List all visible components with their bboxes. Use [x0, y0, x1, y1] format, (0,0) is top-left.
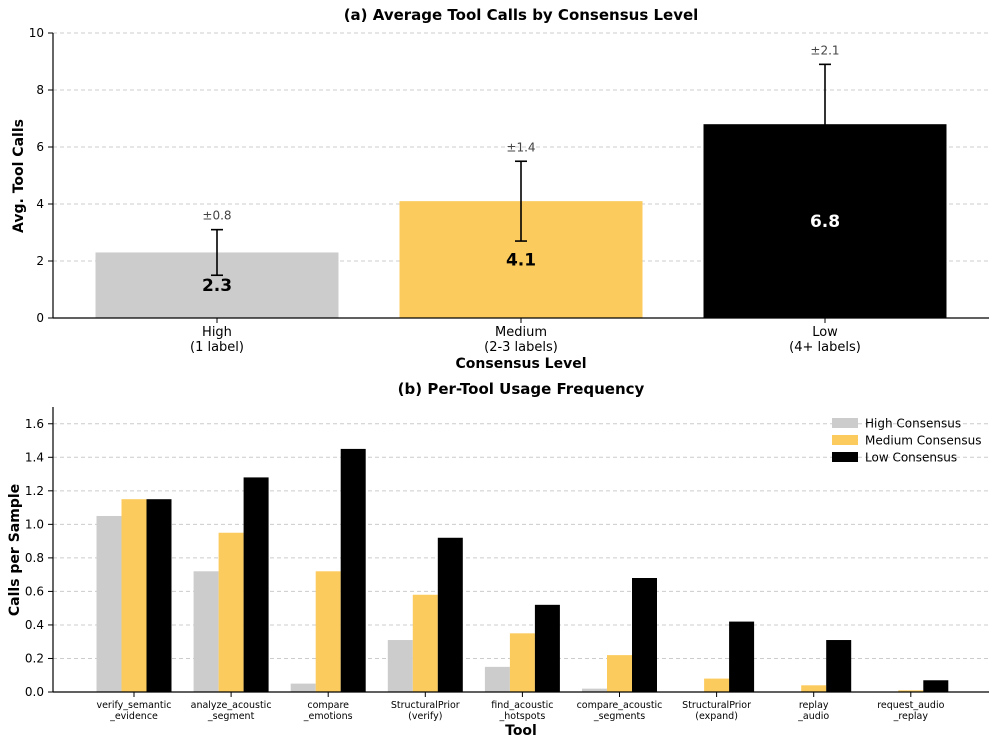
chart-b-bar [534, 604, 560, 692]
chart-a-y-ticks: 0 2 4 6 8 10 [29, 26, 53, 325]
chart-a-error-label: ±0.8 [202, 209, 231, 223]
chart-a-value-label: 6.8 [810, 212, 840, 232]
chart-a-value-label: 2.3 [202, 276, 232, 296]
chart-b-xlabel: Tool [505, 723, 537, 739]
chart-b-legend-swatch [832, 452, 858, 462]
chart-a-bars: ±0.8 2.3 ±1.4 4.1 ±2.1 6.8 [95, 43, 947, 318]
chart-b-x-tick-label: analyze_acoustic [191, 700, 272, 711]
chart-b-x-tick-sublabel: _segment [207, 711, 255, 722]
chart-b-y-tick-label: 1.0 [25, 517, 44, 531]
chart-a-x-ticks: High(1 label) Medium(2-3 labels) Low(4+ la… [190, 318, 861, 355]
chart-b-x-tick-sublabel: _segments [593, 711, 645, 722]
chart-a-x-tick-sublabel: (4+ labels) [789, 340, 861, 355]
chart-b-x-tick-label: StructuralPrior [391, 700, 460, 711]
chart-b-bar [582, 688, 607, 692]
chart-b-x-tick-sublabel: _hotspots [499, 711, 546, 722]
chart-b-bar [121, 499, 147, 692]
chart-b-bar [729, 621, 755, 692]
chart-b-x-tick-label: find_acoustic [491, 700, 553, 711]
chart-b-bar [704, 678, 730, 692]
chart-b-x-tick-sublabel: _emotions [303, 711, 353, 722]
chart-b-legend: High Consensus Medium Consensus Low Consen… [832, 417, 981, 465]
chart-a-x-tick-label: Low [812, 325, 838, 340]
chart-b-legend-label: Low Consensus [865, 451, 957, 465]
chart-b-bar [923, 680, 949, 692]
chart-b-legend-label: Medium Consensus [865, 434, 981, 448]
chart-b-x-tick-sublabel: _evidence [109, 711, 158, 722]
chart-b-bar [243, 477, 269, 692]
chart-a-x-tick-label: High [202, 325, 232, 340]
chart-b-y-ticks: 0.0 0.2 0.4 0.6 0.8 1.0 1.2 1.4 1.6 [25, 417, 53, 699]
chart-b-bar [412, 594, 438, 692]
chart-b-x-tick-label: request_audio [877, 700, 944, 711]
chart-a-value-label: 4.1 [506, 251, 536, 271]
chart-b-x-tick-label: verify_semantic [96, 700, 171, 711]
chart-b-bar [387, 640, 413, 692]
chart-b-bar [315, 571, 341, 692]
chart-b-legend-swatch [832, 435, 858, 445]
chart-b-x-tick-label: StructuralPrior [682, 700, 751, 711]
chart-b-y-tick-label: 1.6 [25, 417, 44, 431]
chart-b-bar [146, 499, 172, 692]
chart-b-title: (b) Per-Tool Usage Frequency [398, 380, 645, 398]
chart-b-x-tick-sublabel: _replay [893, 711, 929, 722]
chart-a-x-tick-sublabel: (2-3 labels) [484, 340, 558, 355]
chart-b-legend-swatch [832, 418, 858, 428]
chart-a-x-tick-sublabel: (1 label) [190, 340, 244, 355]
chart-a-xlabel: Consensus Level [456, 356, 587, 372]
chart-a-y-tick-label: 2 [36, 254, 44, 268]
chart-b-bars [96, 448, 949, 692]
chart-b-x-tick-sublabel: (expand) [695, 711, 738, 722]
chart-b-ylabel: Calls per Sample [7, 484, 23, 616]
chart-b-bar [193, 571, 219, 692]
chart-b-y-tick-label: 1.2 [25, 484, 44, 498]
chart-a: (a) Average Tool Calls by Consensus Leve… [11, 6, 989, 372]
chart-b-x-tick-label: compare_acoustic [577, 700, 663, 711]
chart-b-y-tick-label: 0.0 [25, 685, 44, 699]
chart-b: (b) Per-Tool Usage Frequency 0.00.20.40.… [7, 380, 989, 739]
chart-b-bar [826, 640, 852, 692]
chart-b-x-tick-sublabel: _audio [797, 711, 829, 722]
chart-b-bar [218, 532, 244, 692]
chart-a-x-tick-label: Medium [495, 325, 547, 340]
chart-b-y-tick-label: 0.4 [25, 618, 44, 632]
chart-a-error-label: ±1.4 [506, 140, 535, 154]
chart-b-bar [801, 685, 827, 692]
chart-b-bar [509, 633, 535, 692]
chart-b-bar [96, 515, 122, 692]
chart-b-bar [340, 448, 366, 692]
chart-b-x-tick-sublabel: (verify) [408, 711, 442, 722]
chart-b-legend-label: High Consensus [865, 417, 961, 431]
chart-b-x-ticks: verify_semantic_evidence analyze_acoustic… [96, 692, 945, 722]
chart-b-bar [898, 690, 924, 692]
chart-b-y-tick-label: 0.6 [25, 584, 44, 598]
chart-b-bar [607, 655, 632, 692]
chart-a-y-tick-label: 4 [36, 197, 44, 211]
chart-b-y-tick-label: 0.2 [25, 651, 44, 665]
chart-b-bar [484, 666, 510, 692]
chart-b-y-tick-label: 0.8 [25, 551, 44, 565]
chart-b-bar [437, 537, 463, 692]
chart-b-bar [290, 683, 316, 692]
chart-a-title: (a) Average Tool Calls by Consensus Leve… [344, 6, 699, 24]
chart-b-x-tick-label: compare [307, 700, 349, 711]
chart-b-bar [632, 578, 657, 692]
chart-b-x-tick-label: replay [799, 700, 829, 711]
chart-a-ylabel: Avg. Tool Calls [11, 119, 27, 233]
chart-a-y-tick-label: 10 [29, 26, 44, 40]
chart-b-y-tick-label: 1.4 [25, 450, 44, 464]
chart-a-y-tick-label: 8 [36, 83, 44, 97]
chart-a-y-tick-label: 6 [36, 140, 44, 154]
chart-a-y-tick-label: 0 [36, 311, 44, 325]
chart-a-error-label: ±2.1 [810, 43, 839, 57]
